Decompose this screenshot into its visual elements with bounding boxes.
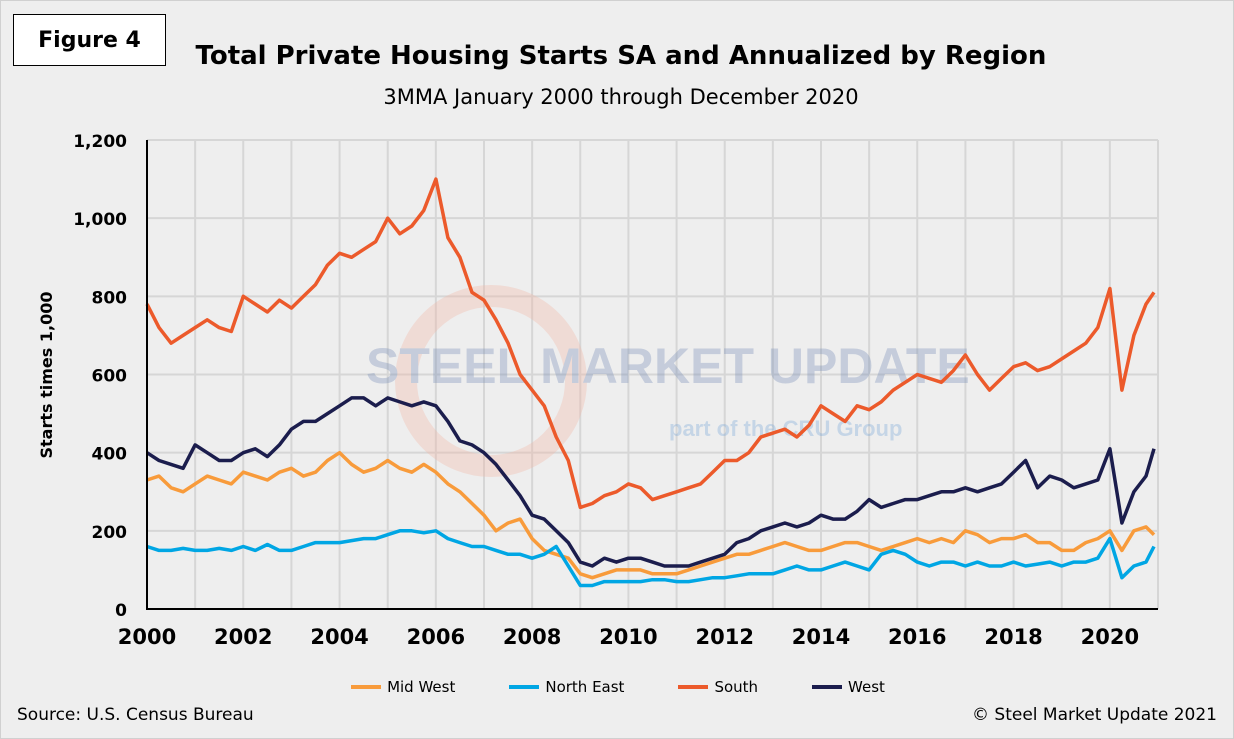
legend-item-north-east: North East xyxy=(509,678,624,696)
watermark-text: STEEL MARKET UPDATE xyxy=(366,338,970,394)
series-line-mid-west xyxy=(146,450,1156,580)
legend-item-mid-west: Mid West xyxy=(351,678,455,696)
y-tick-label: 800 xyxy=(92,288,128,308)
x-tick-label: 2006 xyxy=(407,625,465,649)
legend-item-west: West xyxy=(812,678,885,696)
x-tick-label: 2016 xyxy=(888,625,946,649)
x-tick-label: 2014 xyxy=(792,625,850,649)
copyright-note: © Steel Market Update 2021 xyxy=(972,705,1217,725)
legend-swatch xyxy=(678,685,709,689)
watermark-logo: STEEL MARKET UPDATE part of the CRU Grou… xyxy=(366,285,970,477)
y-tick-label: 1,000 xyxy=(73,210,127,230)
y-tick-label: 200 xyxy=(92,523,128,543)
x-tick-label: 2008 xyxy=(503,625,561,649)
series-line-south xyxy=(145,177,1156,510)
chart-title: Total Private Housing Starts SA and Annu… xyxy=(195,41,1047,71)
x-tick-label: 2002 xyxy=(214,625,272,649)
legend-swatch xyxy=(351,685,382,689)
series-line-north-east xyxy=(146,529,1156,588)
series-lines xyxy=(145,177,1156,588)
y-tick-label: 400 xyxy=(92,445,128,465)
axes: 0 200 400 600 800 1,000 1,200 2000 2002 2004 2006 2… xyxy=(73,132,1158,649)
x-tick-label: 2004 xyxy=(310,625,368,649)
y-tick-label: 0 xyxy=(115,601,127,621)
legend-swatch xyxy=(812,685,843,689)
series-line-west xyxy=(146,396,1156,568)
watermark-ring xyxy=(395,285,587,477)
legend: Mid West North East South West xyxy=(1,678,1233,696)
y-tick-label: 1,200 xyxy=(73,132,127,152)
legend-label: Mid West xyxy=(387,678,456,696)
figure-label: Figure 4 xyxy=(13,14,166,66)
legend-label: South xyxy=(714,678,759,696)
y-axis-label: Starts times 1,000 xyxy=(37,292,56,459)
x-tick-label: 2000 xyxy=(118,625,176,649)
source-note: Source: U.S. Census Bureau xyxy=(17,705,254,725)
legend-item-south: South xyxy=(678,678,758,696)
y-tick-label: 600 xyxy=(92,367,128,387)
x-tick-label: 2020 xyxy=(1081,625,1139,649)
legend-swatch xyxy=(509,685,540,689)
x-tick-label: 2012 xyxy=(695,625,753,649)
chart-subtitle: 3MMA January 2000 through December 2020 xyxy=(383,85,859,109)
legend-label: West xyxy=(848,678,885,696)
x-tick-label: 2010 xyxy=(599,625,657,649)
x-tick-label: 2018 xyxy=(984,625,1042,649)
legend-label: North East xyxy=(545,678,625,696)
